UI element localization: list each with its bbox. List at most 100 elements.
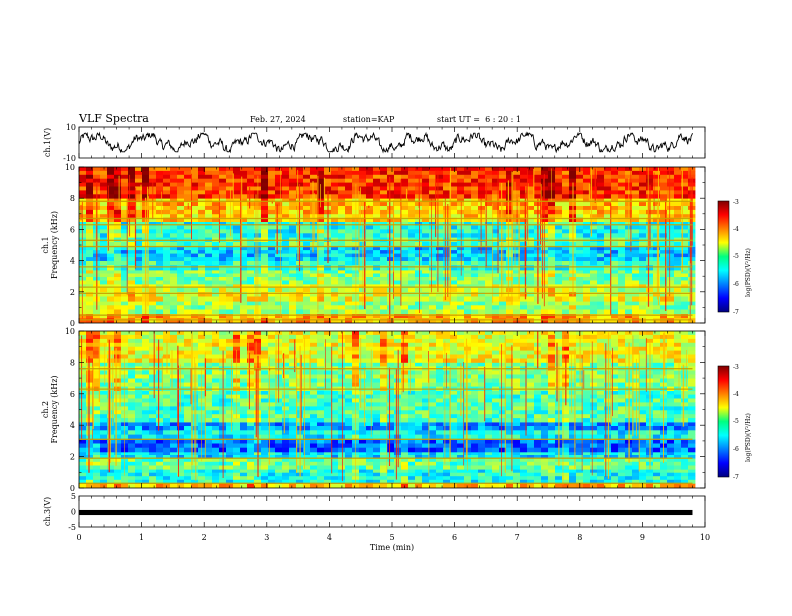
spectrogram-cell <box>268 179 275 183</box>
spectrogram-cell <box>443 187 450 191</box>
spectrogram-cell <box>289 270 296 274</box>
spectrogram-cell <box>86 452 93 456</box>
spectrogram-cell <box>282 448 289 453</box>
spectrogram-cell <box>86 274 93 278</box>
spectrogram-cell <box>128 351 135 355</box>
spectrogram-cell <box>373 270 380 274</box>
spectrogram-cell <box>226 469 233 473</box>
spectrogram-cell <box>401 187 408 191</box>
spectrogram-cell <box>310 281 317 285</box>
spectrogram-cell <box>261 391 268 395</box>
spectrogram-cell <box>205 288 212 292</box>
spectrogram-cell <box>394 233 401 237</box>
spectrogram-cell <box>177 301 184 306</box>
spectrogram-cell <box>611 288 618 292</box>
spectrogram-cell <box>443 194 450 198</box>
spectrogram-cell <box>394 167 401 171</box>
spectrogram-cell <box>422 194 429 198</box>
spectrogram-cell <box>233 466 240 470</box>
spectrogram-cell <box>170 288 177 292</box>
spectrogram-cell <box>121 314 128 319</box>
spectrogram-cell <box>149 379 156 383</box>
spectrogram-cell <box>415 305 422 310</box>
spectrogram-cell <box>324 281 331 285</box>
spectrogram-cell <box>177 187 184 191</box>
spectrogram-cell <box>240 462 247 466</box>
spectrogram-cell <box>114 414 121 418</box>
spectrogram-cell <box>450 226 457 230</box>
spectrogram-cell <box>177 210 184 214</box>
spectrogram-cell <box>142 399 149 403</box>
spectrogram-cell <box>149 281 156 285</box>
spectrogram-cell <box>142 175 149 179</box>
spectrogram-cell <box>170 314 177 319</box>
spectrogram-cell <box>555 281 562 285</box>
spectrogram-cell <box>86 343 93 347</box>
spectrogram-cell <box>205 399 212 403</box>
spectrogram-cell <box>114 179 121 183</box>
spectrogram-cell <box>310 194 317 198</box>
spectrogram-cell <box>282 379 289 383</box>
spectrogram-cell <box>450 288 457 292</box>
spectrogram-cell <box>457 254 464 258</box>
spectrogram-cell <box>184 277 191 281</box>
spectrogram-cell <box>93 335 100 339</box>
spectrogram-cell <box>275 473 282 477</box>
spectrogram-cell <box>198 375 205 379</box>
spectrogram-cell <box>128 418 135 422</box>
spectrogram-cell <box>163 310 170 315</box>
spectrogram-cell <box>233 310 240 315</box>
spectrogram-cell <box>373 305 380 310</box>
spectrogram-cell <box>422 270 429 274</box>
spectrogram-cell <box>632 265 639 270</box>
spectrogram-cell <box>86 270 93 274</box>
spectrogram-cell <box>282 233 289 237</box>
spectrogram-cell <box>590 250 597 254</box>
spectrogram-cell <box>303 257 310 261</box>
spectrogram-cell <box>338 229 345 233</box>
spectrogram-cell <box>380 229 387 233</box>
spectrogram-cell <box>261 444 268 449</box>
spectrogram-cell <box>268 297 275 302</box>
spectrogram-cell <box>597 292 604 297</box>
spectrogram-cell <box>275 310 282 315</box>
spectrogram-cell <box>674 292 681 297</box>
spectrogram-cell <box>114 288 121 292</box>
spectrogram-cell <box>198 233 205 237</box>
spectrogram-cell <box>548 292 555 297</box>
spectrogram-cell <box>310 210 317 214</box>
spectrogram-cell <box>205 444 212 449</box>
spectrogram-cell <box>667 310 674 315</box>
spectrogram-cell <box>163 292 170 297</box>
spectrogram-cell <box>226 187 233 191</box>
spectrogram-cell <box>226 257 233 261</box>
spectrogram-cell <box>562 229 569 233</box>
spectrogram-cell <box>156 171 163 175</box>
spectrogram-cell <box>597 277 604 281</box>
spectrogram-cell <box>184 448 191 453</box>
spectrogram-cell <box>443 281 450 285</box>
spectrogram-cell <box>198 359 205 363</box>
spectrogram-cell <box>366 187 373 191</box>
spectrogram-cell <box>86 171 93 175</box>
spectrogram-cell <box>289 310 296 315</box>
spectrogram-cell <box>485 281 492 285</box>
spectrogram-cell <box>149 452 156 456</box>
spectrogram-cell <box>373 175 380 179</box>
spectrogram-cell <box>191 261 198 266</box>
spectrogram-cell <box>275 194 282 198</box>
spectrogram-cell <box>219 171 226 175</box>
spectrogram-cell <box>681 274 688 278</box>
spectrogram-cell <box>492 288 499 292</box>
spectrogram-cell <box>128 335 135 339</box>
spectrogram-cell <box>142 422 149 426</box>
spectrogram-cell <box>653 257 660 261</box>
spectrogram-cell <box>282 406 289 410</box>
spectrogram-cell <box>394 214 401 218</box>
spectrogram-cell <box>261 379 268 383</box>
spectrogram-cell <box>184 335 191 339</box>
spectrogram-cell <box>107 476 114 480</box>
spectrogram-cell <box>464 179 471 183</box>
spectrogram-cell <box>205 331 212 335</box>
spectrogram-cell <box>275 414 282 418</box>
